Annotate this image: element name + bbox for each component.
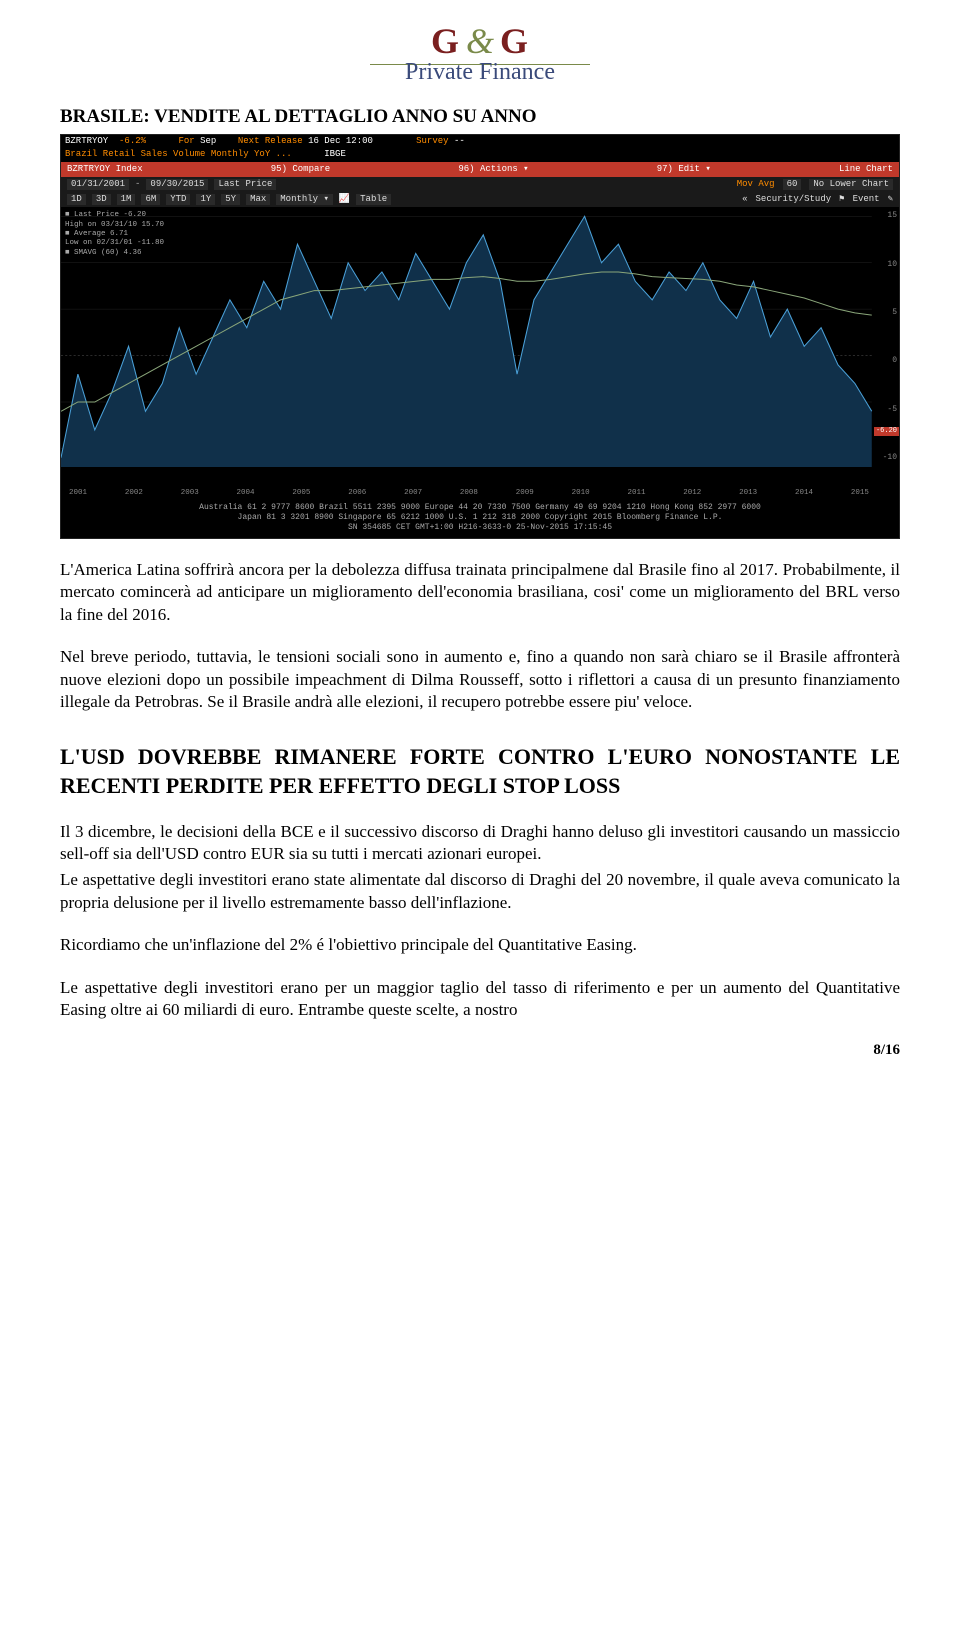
- y-tick-label: 15: [873, 211, 897, 221]
- body-paragraph-5: Ricordiamo che un'inflazione del 2% é l'…: [60, 934, 900, 956]
- last-price-btn[interactable]: Last Price: [214, 179, 276, 190]
- body-paragraph-4: Le aspettative degli investitori erano s…: [60, 869, 900, 914]
- current-value-marker: -6.20: [874, 427, 899, 436]
- toolbar-right-item[interactable]: ✎: [888, 194, 893, 205]
- chart-type-label[interactable]: Line Chart: [839, 164, 893, 175]
- x-tick-label: 2002: [125, 489, 143, 498]
- body-paragraph-3: Il 3 dicembre, le decisioni della BCE e …: [60, 821, 900, 866]
- toolbar-btn-table[interactable]: Table: [356, 194, 391, 205]
- index-label: BZRTRYOY Index: [67, 164, 143, 175]
- bloomberg-terminal: BZRTRYOY -6.2% For Sep Next Release 16 D…: [60, 134, 900, 539]
- x-tick-label: 2003: [181, 489, 199, 498]
- range-btn-1d[interactable]: 1D: [67, 194, 86, 205]
- compare-menu[interactable]: 95) Compare: [271, 164, 330, 175]
- logo-g-left: G: [431, 20, 460, 62]
- y-tick-label: 0: [873, 356, 897, 366]
- y-tick-label: 10: [873, 260, 897, 270]
- logo-ampersand: &: [466, 20, 494, 62]
- legend-line: High on 03/31/10 15.70: [65, 221, 164, 230]
- date-to-input[interactable]: 09/30/2015: [146, 179, 208, 190]
- date-from-input[interactable]: 01/31/2001: [67, 179, 129, 190]
- body-paragraph-1: L'America Latina soffrirà ancora per la …: [60, 559, 900, 626]
- mov-avg-label: Mov Avg: [737, 179, 775, 190]
- x-tick-label: 2012: [683, 489, 701, 498]
- terminal-toolbar-1: 01/31/2001 - 09/30/2015 Last Price Mov A…: [61, 177, 899, 192]
- y-tick-label: -5: [873, 405, 897, 415]
- x-tick-label: 2009: [516, 489, 534, 498]
- logo-subtitle: Private Finance: [60, 59, 900, 86]
- terminal-footer: Australia 61 2 9777 8600 Brazil 5511 239…: [61, 501, 899, 538]
- x-tick-label: 2006: [348, 489, 366, 498]
- actions-menu[interactable]: 96) Actions ▾: [458, 164, 528, 175]
- section-heading-usd: L'USD DOVREBBE RIMANERE FORTE CONTRO L'E…: [60, 743, 900, 800]
- y-tick-label: -10: [873, 453, 897, 463]
- chart-icon[interactable]: 📈: [339, 194, 350, 205]
- terminal-footer-line: Australia 61 2 9777 8600 Brazil 5511 239…: [67, 503, 893, 513]
- x-tick-label: 2011: [627, 489, 645, 498]
- toolbar-right-item[interactable]: Event: [853, 194, 880, 205]
- range-btn-monthly[interactable]: Monthly ▾: [276, 194, 333, 205]
- x-tick-label: 2014: [795, 489, 813, 498]
- ticker-symbol: BZRTRYOY: [65, 136, 108, 147]
- toolbar-right-item[interactable]: ⚑: [839, 194, 844, 205]
- chart-x-axis: 2001 2002 2003 2004 2005 2006 2007 2008 2009 2010…: [61, 487, 899, 500]
- company-logo: G & G Private Finance: [60, 20, 900, 86]
- x-tick-label: 2005: [292, 489, 310, 498]
- toolbar-right-item[interactable]: «: [742, 194, 747, 205]
- legend-line: ■ SMAVG (60) 4.36: [65, 249, 164, 258]
- page-number: 8/16: [60, 1042, 900, 1059]
- terminal-header-row-2: Brazil Retail Sales Volume Monthly YoY .…: [61, 148, 899, 161]
- x-tick-label: 2010: [572, 489, 590, 498]
- edit-menu[interactable]: 97) Edit ▾: [657, 164, 711, 175]
- lower-chart-btn[interactable]: No Lower Chart: [809, 179, 893, 190]
- line-chart-svg: [61, 207, 899, 467]
- x-tick-label: 2007: [404, 489, 422, 498]
- toolbar-right-item[interactable]: Security/Study: [756, 194, 832, 205]
- body-paragraph-2: Nel breve periodo, tuttavia, le tensioni…: [60, 646, 900, 713]
- ticker-value: [108, 136, 119, 147]
- legend-line: ■ Average 6.71: [65, 230, 164, 239]
- x-tick-label: 2013: [739, 489, 757, 498]
- legend-line: Low on 02/31/01 -11.80: [65, 239, 164, 248]
- terminal-footer-line: Japan 81 3 3201 8900 Singapore 65 6212 1…: [67, 513, 893, 523]
- section-title: BRASILE: VENDITE AL DETTAGLIO ANNO SU AN…: [60, 106, 900, 128]
- x-tick-label: 2004: [237, 489, 255, 498]
- x-tick-label: 2015: [851, 489, 869, 498]
- range-btn-max[interactable]: Max: [246, 194, 270, 205]
- range-btn-5y[interactable]: 5Y: [221, 194, 240, 205]
- range-btn-1y[interactable]: 1Y: [196, 194, 215, 205]
- range-btn-6m[interactable]: 6M: [141, 194, 160, 205]
- terminal-toolbar-2: 1D 3D 1M 6M YTD 1Y 5Y Max Monthly ▾ 📈 Table « Secur…: [61, 192, 899, 207]
- chart-legend: ■ Last Price -6.20 High on 03/31/10 15.7…: [65, 211, 164, 258]
- logo-g-right: G: [500, 20, 529, 62]
- terminal-header-row-1: BZRTRYOY -6.2% For Sep Next Release 16 D…: [61, 135, 899, 148]
- body-paragraph-6: Le aspettative degli investitori erano p…: [60, 977, 900, 1022]
- range-btn-3d[interactable]: 3D: [92, 194, 111, 205]
- range-btn-ytd[interactable]: YTD: [166, 194, 190, 205]
- x-tick-label: 2001: [69, 489, 87, 498]
- terminal-footer-line: SN 354685 CET GMT+1:00 H216-3633-0 25-No…: [67, 523, 893, 533]
- terminal-chart-area: ■ Last Price -6.20 High on 03/31/10 15.7…: [61, 207, 899, 487]
- y-tick-label: 5: [873, 308, 897, 318]
- x-tick-label: 2008: [460, 489, 478, 498]
- range-btn-1m[interactable]: 1M: [117, 194, 136, 205]
- terminal-red-menu-bar: BZRTRYOY Index 95) Compare 96) Actions ▾…: [61, 162, 899, 177]
- mov-avg-value[interactable]: 60: [783, 179, 802, 190]
- legend-line: ■ Last Price -6.20: [65, 211, 164, 220]
